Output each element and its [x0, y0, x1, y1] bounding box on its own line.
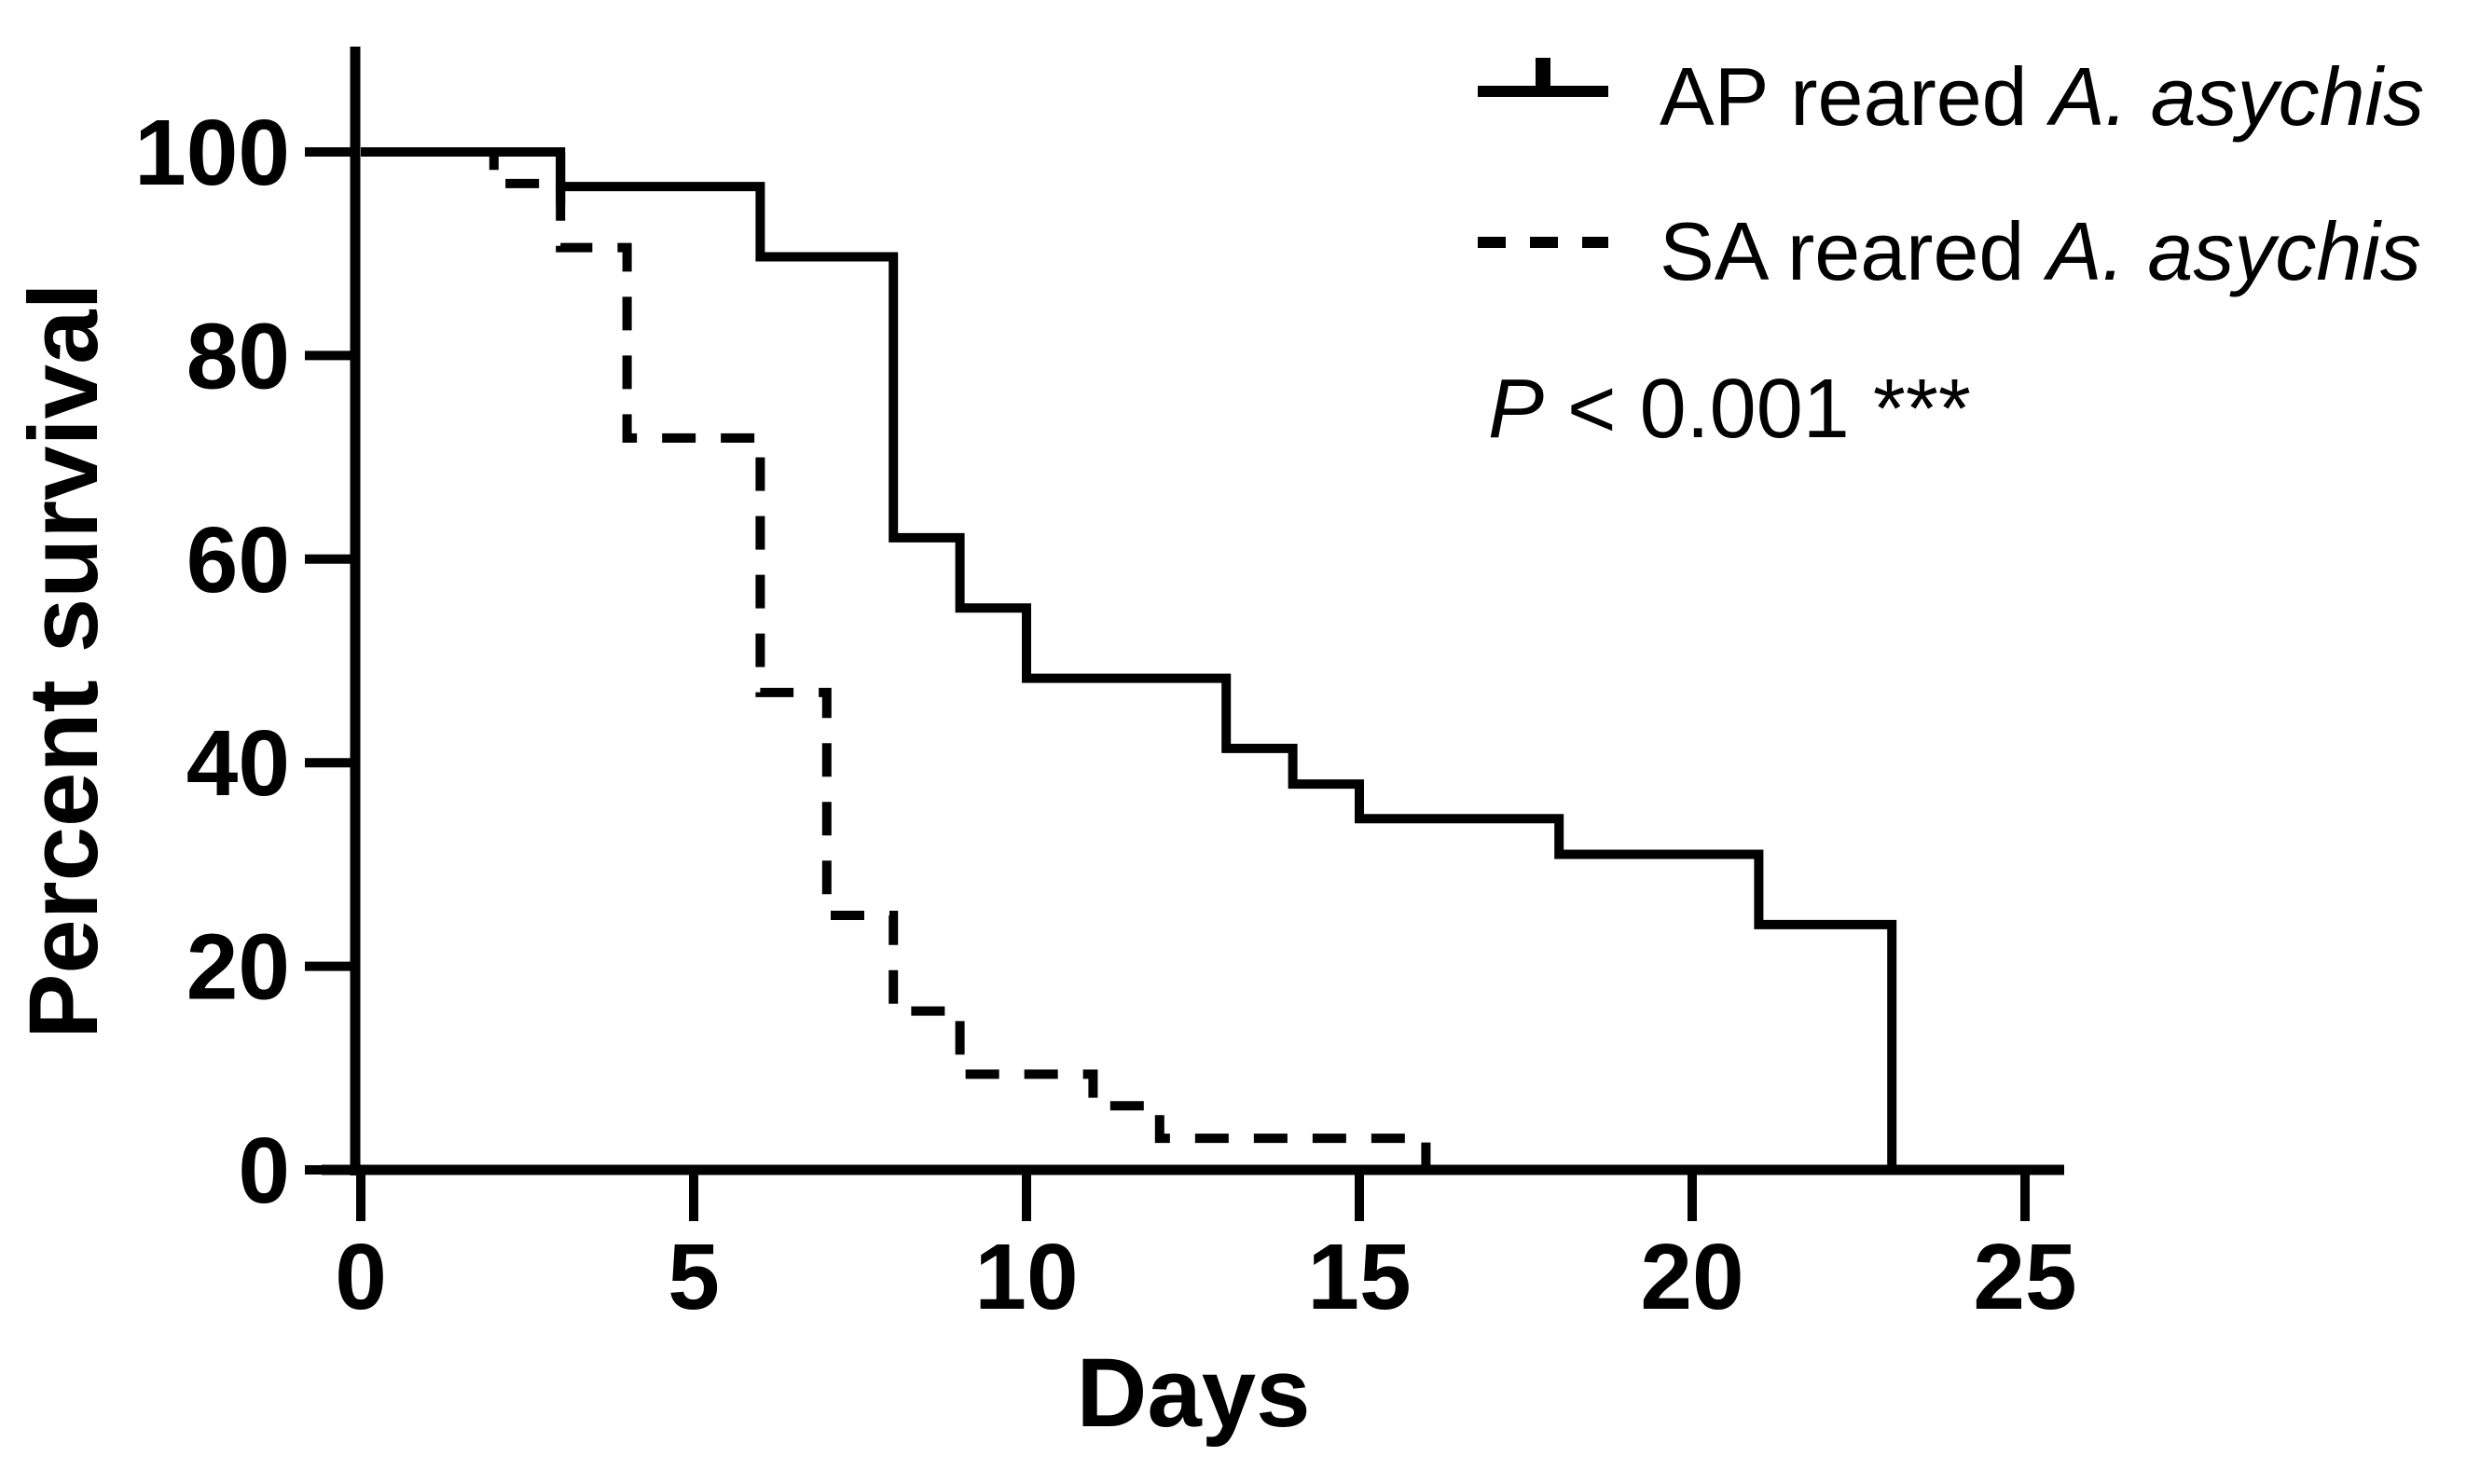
legend-item-sa: SA reared A. asychis	[1660, 203, 2421, 300]
p-symbol: P	[1488, 363, 1545, 456]
y-tick-label: 100	[134, 101, 290, 205]
y-tick-label: 80	[186, 304, 290, 408]
legend-item-sa-species: A. asychis	[2046, 205, 2421, 297]
y-tick-label: 40	[186, 711, 290, 816]
survival-curve-ap-solid	[361, 147, 1897, 1170]
x-tick-label: 25	[1973, 1225, 2076, 1329]
x-tick-label: 15	[1307, 1225, 1411, 1329]
ticks-group	[305, 147, 2030, 1221]
x-tick-label: 5	[668, 1225, 720, 1329]
legend-key-dashed-line	[1478, 237, 1608, 248]
y-tick-label: 20	[186, 915, 290, 1020]
p-value-text: < 0.001 ***	[1544, 363, 1971, 456]
legend-item-ap-species: A. asychis	[2050, 50, 2425, 143]
legend-item-ap: AP reared A. asychis	[1660, 48, 2424, 145]
legend-item-ap-prefix: AP reared	[1660, 50, 2051, 143]
axes-group	[322, 47, 2064, 1175]
legend-key-solid-line	[1478, 58, 1608, 97]
series-group	[361, 147, 1897, 1170]
p-value-annotation: P < 0.001 ***	[1488, 362, 1971, 459]
y-tick-label: 0	[238, 1119, 290, 1223]
y-tick-label: 60	[186, 508, 290, 612]
legend-item-sa-prefix: SA reared	[1660, 205, 2047, 297]
y-axis-title: Percent survival	[9, 282, 118, 1039]
x-axis-title: Days	[1076, 1339, 1311, 1448]
x-tick-label: 20	[1640, 1225, 1743, 1329]
x-tick-label: 0	[335, 1225, 387, 1329]
tick-labels-group: 0 20 40 60 80 100 0 5 10 15 20 25	[134, 101, 2076, 1329]
x-tick-label: 10	[974, 1225, 1078, 1329]
